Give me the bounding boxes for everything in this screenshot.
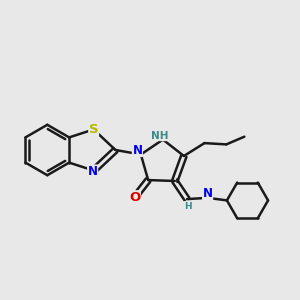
Text: N: N — [202, 188, 213, 200]
Text: N: N — [88, 165, 98, 178]
Text: S: S — [89, 123, 98, 136]
Text: NH: NH — [151, 130, 168, 141]
Text: H: H — [184, 202, 192, 211]
Text: O: O — [129, 191, 140, 204]
Text: N: N — [132, 143, 142, 157]
